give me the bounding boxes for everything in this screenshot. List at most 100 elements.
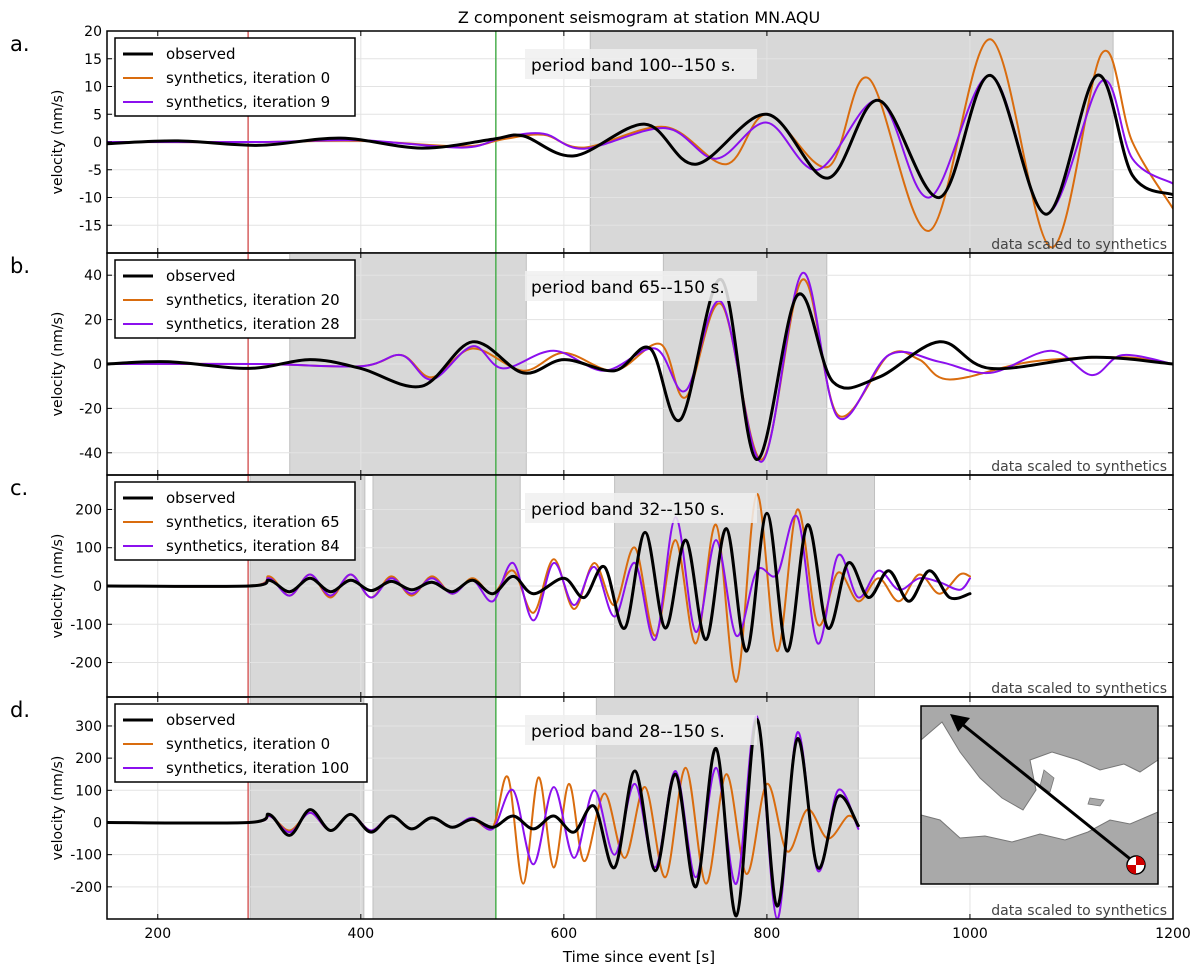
- inset-map: [920, 705, 1159, 885]
- series-line: [107, 514, 971, 645]
- x-tick-label: 1000: [952, 926, 988, 942]
- panel-label: c.: [10, 476, 28, 500]
- legend-label: observed: [166, 711, 236, 729]
- y-tick-label: -100: [70, 848, 102, 864]
- legend-box: [114, 481, 356, 561]
- y-tick-label: 100: [75, 541, 102, 557]
- band-label: period band 32--150 s.: [531, 500, 725, 520]
- legend-label: observed: [166, 45, 236, 63]
- y-tick-label: -200: [70, 656, 102, 672]
- legend: observed synthetics, iteration 0 synthetic…: [114, 703, 368, 783]
- scaling-note: data scaled to synthetics: [991, 681, 1167, 697]
- band-label: period band 65--150 s.: [531, 278, 725, 298]
- y-tick-label: -10: [79, 191, 102, 207]
- legend-label: synthetics, iteration 0: [166, 735, 330, 753]
- series-group: [107, 493, 972, 683]
- y-axis-label: velocity (nm/s): [50, 90, 66, 195]
- scaling-note: data scaled to synthetics: [991, 237, 1167, 253]
- beachball-quadrant: [1127, 865, 1136, 874]
- y-tick-label: 200: [75, 751, 102, 767]
- scaling-note: data scaled to synthetics: [991, 903, 1167, 919]
- legend-label: observed: [166, 267, 236, 285]
- series-line: [107, 511, 972, 653]
- panel-d: -200 -100 0 100 200 300 velocity (nm/s) d. perio…: [10, 696, 1174, 920]
- inset-frame: [920, 705, 1159, 885]
- band-label: period band 28--150 s.: [531, 722, 725, 742]
- panel-label: d.: [10, 698, 30, 722]
- y-tick-label: 200: [75, 502, 102, 518]
- legend-label: synthetics, iteration 65: [166, 513, 340, 531]
- y-tick-label: -100: [70, 617, 102, 633]
- y-tick-label: -15: [79, 218, 102, 234]
- y-tick-label: 20: [84, 313, 102, 329]
- y-tick-label: 5: [93, 107, 102, 123]
- legend: observed synthetics, iteration 0 synthetic…: [114, 37, 356, 117]
- series-group: [107, 38, 1173, 249]
- legend-label: synthetics, iteration 84: [166, 537, 340, 555]
- x-tick-label: 800: [754, 926, 781, 942]
- beachball-icon: [1126, 855, 1146, 875]
- legend-label: observed: [166, 489, 236, 507]
- legend-box: [114, 703, 368, 783]
- y-tick-label: -200: [70, 880, 102, 896]
- inset-island: [1039, 769, 1055, 793]
- panels: -15 -10 -5 0 5 10 15 20 velocity (nm/s) a. period …: [10, 24, 1191, 942]
- y-tick-label: 100: [75, 783, 102, 799]
- legend-label: synthetics, iteration 100: [166, 759, 349, 777]
- y-tick-label: -40: [79, 446, 102, 462]
- arrow-head: [950, 714, 970, 732]
- x-axis-label: Time since event [s]: [562, 948, 715, 966]
- legend-label: synthetics, iteration 28: [166, 315, 340, 333]
- panel-c: -200 -100 0 100 200 velocity (nm/s) c. period b…: [10, 474, 1174, 698]
- y-tick-label: 0: [93, 579, 102, 595]
- legend-box: [114, 259, 356, 339]
- inset-island: [1087, 797, 1105, 807]
- series-group: [107, 271, 1173, 463]
- y-tick-label: 20: [84, 24, 102, 40]
- series-line: [107, 278, 1173, 462]
- legend: observed synthetics, iteration 65 syntheti…: [114, 481, 356, 561]
- y-tick-label: -5: [88, 163, 102, 179]
- series-line: [107, 717, 860, 918]
- panel-label: b.: [10, 254, 30, 278]
- series-line: [107, 73, 1173, 216]
- y-tick-label: 15: [84, 52, 102, 68]
- inset-sea: [920, 721, 1159, 843]
- panel-b: -40 -20 0 20 40 velocity (nm/s) b. period band …: [10, 252, 1174, 476]
- x-tick-label: 1200: [1155, 926, 1191, 942]
- legend: observed synthetics, iteration 20 syntheti…: [114, 259, 356, 339]
- y-axis-label: velocity (nm/s): [50, 312, 66, 417]
- y-tick-label: 0: [93, 135, 102, 151]
- panel-a: -15 -10 -5 0 5 10 15 20 velocity (nm/s) a. period …: [10, 24, 1174, 254]
- series-line: [107, 271, 1173, 463]
- legend-label: synthetics, iteration 0: [166, 69, 330, 87]
- window-shade: [372, 696, 497, 920]
- y-tick-label: 10: [84, 80, 102, 96]
- y-tick-label: 0: [93, 357, 102, 373]
- band-label-bg: [525, 49, 757, 79]
- band-label-bg: [525, 271, 757, 301]
- band-label-bg: [525, 493, 757, 523]
- legend-label: synthetics, iteration 9: [166, 93, 330, 111]
- propagation-arrow: [961, 722, 1135, 864]
- y-tick-label: 40: [84, 268, 102, 284]
- y-tick-label: 0: [93, 815, 102, 831]
- series-group: [107, 715, 860, 919]
- legend-box: [114, 37, 356, 117]
- scaling-note: data scaled to synthetics: [991, 459, 1167, 475]
- beachball-quadrant: [1136, 856, 1145, 865]
- band-label: period band 100--150 s.: [531, 56, 736, 76]
- panel-frame: [106, 696, 1174, 920]
- legend-label: synthetics, iteration 20: [166, 291, 340, 309]
- y-axis-label: velocity (nm/s): [50, 534, 66, 639]
- figure-title: Z component seismogram at station MN.AQU: [458, 8, 820, 27]
- x-tick-label: 400: [347, 926, 374, 942]
- y-tick-label: 300: [75, 719, 102, 735]
- y-axis-label: velocity (nm/s): [50, 756, 66, 861]
- x-tick-label: 600: [550, 926, 577, 942]
- band-label-bg: [525, 715, 757, 745]
- x-tick-label: 200: [144, 926, 171, 942]
- y-tick-label: -20: [79, 401, 102, 417]
- panel-label: a.: [10, 32, 30, 56]
